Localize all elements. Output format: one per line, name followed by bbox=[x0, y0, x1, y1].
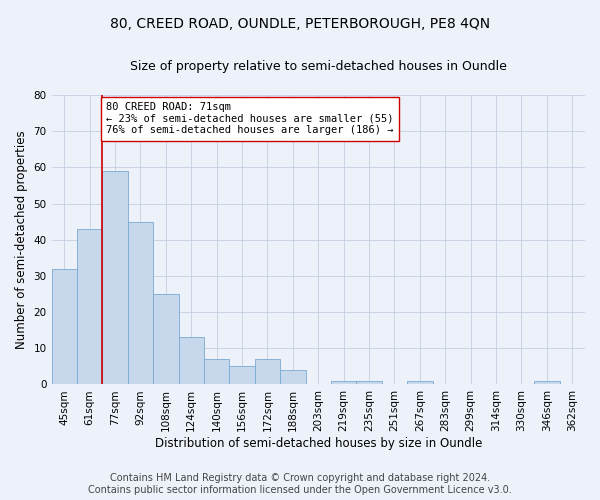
Bar bbox=[179, 338, 204, 384]
Bar bbox=[52, 268, 77, 384]
Bar bbox=[331, 381, 356, 384]
Text: Contains HM Land Registry data © Crown copyright and database right 2024.
Contai: Contains HM Land Registry data © Crown c… bbox=[88, 474, 512, 495]
Bar bbox=[280, 370, 305, 384]
Title: Size of property relative to semi-detached houses in Oundle: Size of property relative to semi-detach… bbox=[130, 60, 507, 73]
Bar bbox=[407, 381, 433, 384]
Bar bbox=[229, 366, 255, 384]
Bar bbox=[103, 171, 128, 384]
Y-axis label: Number of semi-detached properties: Number of semi-detached properties bbox=[15, 130, 28, 349]
Bar bbox=[128, 222, 153, 384]
Bar bbox=[356, 381, 382, 384]
Bar bbox=[153, 294, 179, 384]
X-axis label: Distribution of semi-detached houses by size in Oundle: Distribution of semi-detached houses by … bbox=[155, 437, 482, 450]
Bar bbox=[534, 381, 560, 384]
Bar bbox=[204, 359, 229, 384]
Bar bbox=[77, 229, 103, 384]
Text: 80, CREED ROAD, OUNDLE, PETERBOROUGH, PE8 4QN: 80, CREED ROAD, OUNDLE, PETERBOROUGH, PE… bbox=[110, 18, 490, 32]
Bar bbox=[255, 359, 280, 384]
Text: 80 CREED ROAD: 71sqm
← 23% of semi-detached houses are smaller (55)
76% of semi-: 80 CREED ROAD: 71sqm ← 23% of semi-detac… bbox=[106, 102, 394, 136]
